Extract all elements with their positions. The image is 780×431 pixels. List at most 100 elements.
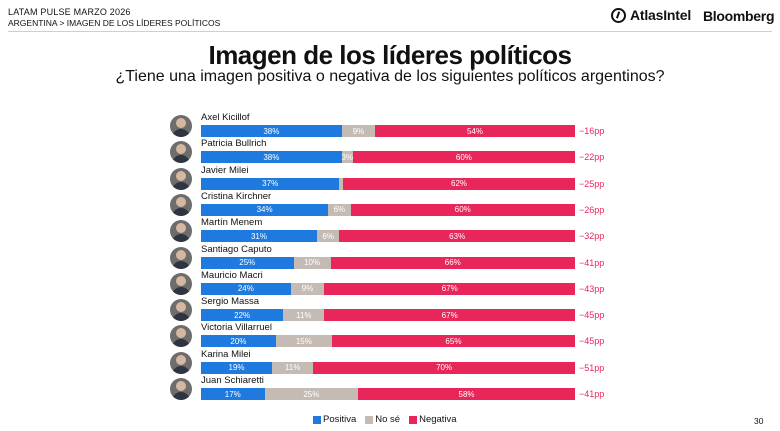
net-balance-label: −43pp (579, 283, 605, 294)
category-label: Martín Menem (201, 217, 263, 229)
bar-segment-negativa: 67% (324, 282, 575, 295)
stacked-bar: 24% 9% 67% (201, 282, 575, 295)
stacked-bar: 17% 25% 58% (201, 388, 575, 400)
stacked-bar: 19% 11% 70% (201, 361, 575, 374)
category-label: Victoria Villarruel (201, 322, 272, 334)
bar-segment-negativa: 70% (313, 361, 575, 374)
net-balance-label: −45pp (579, 310, 605, 321)
bar-segment-negativa: 66% (330, 256, 575, 269)
legend-swatch-negativa (409, 415, 418, 424)
bar-segment-no-se: 11% (283, 309, 325, 322)
chart-row: Sergio Massa 22% 11% 67% −45pp (170, 296, 610, 322)
chart-subtitle: ¿Tiene una imagen positiva o negativa de… (115, 68, 665, 85)
bar-segment-no-se: 10% (293, 256, 331, 269)
bloomberg-logo: Bloomberg (703, 8, 775, 24)
bar-segment-positiva: 22% (201, 309, 284, 322)
net-balance-label: −51pp (579, 362, 605, 373)
net-balance-label: −45pp (579, 336, 605, 347)
bar-segment-no-se: 3% (341, 151, 353, 164)
bar-segment-negativa: 60% (350, 203, 575, 216)
bar-segment-positiva: 20% (201, 335, 276, 348)
chart-row: Axel Kicillof 38% 9% 54% −16pp (170, 112, 610, 138)
bar-segment-positiva: 19% (201, 361, 273, 374)
net-balance-label: −41pp (579, 257, 605, 268)
category-label: Sergio Massa (201, 296, 260, 308)
chart-row: Javier Milei 37% 62% −25pp (170, 165, 610, 191)
politician-photo-icon (170, 325, 192, 348)
net-balance-label: −41pp (579, 389, 605, 399)
legend-item-negativa: Negativa (409, 414, 457, 425)
bar-segment-negativa: 62% (343, 177, 575, 190)
politician-photo-icon (170, 378, 192, 400)
legend-label-negativa: Negativa (419, 414, 457, 425)
bar-segment-negativa: 67% (324, 309, 575, 322)
chart-row: Santiago Caputo 25% 10% 66% −41pp (170, 244, 610, 270)
stacked-bar: 38% 3% 60% (201, 151, 575, 164)
chart-title: Imagen de los líderes políticos (208, 40, 572, 70)
politician-photo-icon (170, 272, 192, 295)
chart-row: Martín Menem 31% 6% 63% −32pp (170, 217, 610, 243)
bar-segment-no-se: 9% (290, 282, 325, 295)
category-label: Javier Milei (201, 164, 249, 176)
chart-row: Mauricio Macri 24% 9% 67% −43pp (170, 270, 610, 296)
bar-segment-positiva: 38% (201, 151, 342, 164)
net-balance-label: −22pp (579, 152, 605, 163)
page-number: 30 (754, 416, 764, 426)
legend-swatch-no-se (365, 415, 374, 424)
net-balance-label: −32pp (579, 231, 605, 242)
category-label: Juan Schiaretti (201, 375, 264, 386)
bar-segment-negativa: 60% (352, 151, 575, 164)
politician-photo-icon (170, 246, 192, 269)
bar-segment-no-se: 11% (272, 361, 314, 374)
bar-segment-positiva: 24% (201, 282, 291, 295)
net-balance-label: −26pp (579, 204, 605, 215)
stacked-bar: 38% 9% 54% (201, 125, 575, 137)
atlasintel-logo-text: AtlasIntel (630, 7, 692, 23)
bar-segment-positiva: 38% (201, 125, 342, 137)
category-label: Santiago Caputo (201, 243, 272, 255)
stacked-bar: 31% 6% 63% (201, 230, 575, 243)
politician-photo-icon (170, 141, 192, 164)
bar-segment-no-se: 6% (316, 230, 340, 243)
chart-row: Karina Milei 19% 11% 70% −51pp (170, 349, 610, 375)
net-balance-label: −25pp (579, 178, 605, 189)
report-header-line1: LATAM PULSE MARZO 2026 (8, 7, 131, 17)
politician-photo-icon (170, 299, 192, 322)
bar-segment-negativa: 65% (331, 335, 575, 348)
category-label: Axel Kicillof (201, 112, 250, 123)
legend-label-positiva: Positiva (323, 414, 357, 425)
stacked-bar: 20% 15% 65% (201, 335, 575, 348)
legend-item-positiva: Positiva (313, 414, 356, 425)
bar-segment-negativa: 58% (358, 388, 575, 400)
politician-photo-icon (170, 115, 192, 137)
chart-row: Victoria Villarruel 20% 15% 65% −45pp (170, 322, 610, 348)
politician-photo-icon (170, 193, 192, 216)
stacked-bar: 37% 62% (201, 177, 575, 190)
bar-segment-no-se: 6% (328, 203, 351, 216)
politician-photo-icon (170, 167, 192, 190)
category-label: Cristina Kirchner (201, 190, 272, 202)
chart-legend: Positiva No sé Negativa (313, 414, 457, 425)
bar-segment-no-se: 9% (341, 125, 376, 137)
atlasintel-logo: AtlasIntel (611, 7, 691, 23)
category-label: Mauricio Macri (201, 269, 263, 281)
legend-item-no-se: No sé (365, 414, 400, 425)
breadcrumb: ARGENTINA > IMAGEN DE LOS LÍDERES POLÍTI… (8, 18, 221, 28)
bar-segment-positiva: 37% (201, 177, 340, 190)
atlasintel-logo-icon (611, 7, 626, 23)
header-divider (8, 31, 772, 32)
politician-photo-icon (170, 351, 192, 374)
bar-segment-no-se: 25% (264, 388, 359, 400)
politician-photo-icon (170, 220, 192, 243)
bar-segment-no-se: 15% (275, 335, 332, 348)
stacked-bar: 25% 10% 66% (201, 256, 575, 269)
bar-segment-positiva: 34% (201, 203, 329, 216)
bar-segment-negativa: 54% (375, 125, 575, 137)
stacked-bar: 34% 6% 60% (201, 203, 575, 216)
legend-swatch-positiva (313, 415, 321, 424)
category-label: Patricia Bullrich (201, 138, 267, 150)
bar-segment-positiva: 17% (201, 388, 265, 400)
bar-segment-positiva: 25% (201, 256, 294, 269)
bar-segment-positiva: 31% (201, 230, 317, 243)
net-balance-label: −16pp (579, 126, 605, 136)
